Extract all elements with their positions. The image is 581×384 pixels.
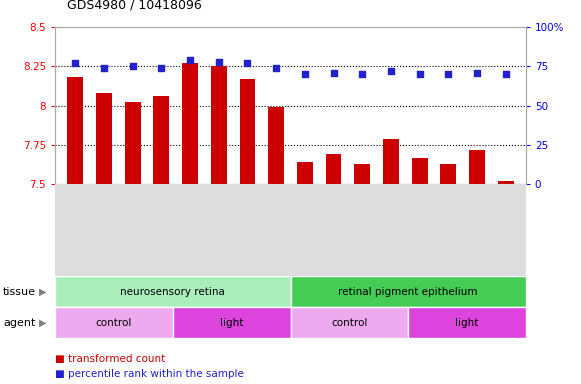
- Bar: [354, 164, 370, 184]
- Point: [357, 71, 367, 77]
- Point: [128, 63, 137, 70]
- Point: [329, 70, 338, 76]
- Bar: [412, 157, 428, 184]
- Text: ■ transformed count: ■ transformed count: [55, 354, 166, 364]
- Bar: [67, 77, 83, 184]
- Bar: [498, 181, 514, 184]
- Text: light: light: [220, 318, 243, 328]
- Bar: [408, 307, 526, 338]
- Text: ▶: ▶: [39, 318, 46, 328]
- Text: control: control: [331, 318, 368, 328]
- Text: retinal pigment epithelium: retinal pigment epithelium: [338, 287, 478, 297]
- Text: ▶: ▶: [39, 287, 46, 297]
- Bar: [239, 79, 255, 184]
- Point: [243, 60, 252, 66]
- Point: [472, 70, 482, 76]
- Bar: [173, 307, 290, 338]
- Text: neurosensory retina: neurosensory retina: [120, 287, 225, 297]
- Bar: [153, 96, 169, 184]
- Bar: [96, 93, 112, 184]
- Text: ■ percentile rank within the sample: ■ percentile rank within the sample: [55, 369, 244, 379]
- Point: [501, 71, 510, 77]
- Text: tissue: tissue: [3, 287, 36, 297]
- Bar: [182, 63, 198, 184]
- Point: [271, 65, 281, 71]
- Text: agent: agent: [3, 318, 35, 328]
- Point: [157, 65, 166, 71]
- Text: control: control: [96, 318, 132, 328]
- Bar: [268, 107, 284, 184]
- Bar: [469, 150, 485, 184]
- Bar: [55, 307, 173, 338]
- Bar: [383, 139, 399, 184]
- Bar: [326, 154, 342, 184]
- Bar: [290, 307, 408, 338]
- Point: [185, 57, 195, 63]
- Text: light: light: [456, 318, 479, 328]
- Point: [99, 65, 109, 71]
- Text: GDS4980 / 10418096: GDS4980 / 10418096: [67, 0, 202, 12]
- Point: [386, 68, 396, 74]
- Bar: [211, 66, 227, 184]
- Bar: [297, 162, 313, 184]
- Bar: [125, 103, 141, 184]
- Point: [71, 60, 80, 66]
- Point: [300, 71, 310, 77]
- Point: [415, 71, 424, 77]
- Bar: [55, 276, 290, 307]
- Bar: [440, 164, 456, 184]
- Point: [214, 58, 224, 65]
- Bar: [290, 276, 526, 307]
- Point: [444, 71, 453, 77]
